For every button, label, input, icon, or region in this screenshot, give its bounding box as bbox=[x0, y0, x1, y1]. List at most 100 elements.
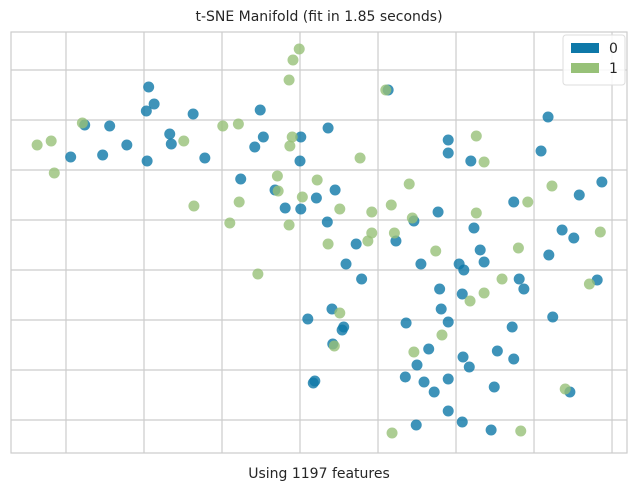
point bbox=[254, 104, 266, 116]
point bbox=[491, 345, 503, 357]
point bbox=[178, 135, 190, 147]
point bbox=[249, 141, 261, 153]
point bbox=[535, 145, 547, 157]
point bbox=[334, 203, 346, 215]
point bbox=[271, 170, 283, 182]
point bbox=[386, 427, 398, 439]
point bbox=[543, 249, 555, 261]
point bbox=[478, 156, 490, 168]
chart-title: t-SNE Manifold (fit in 1.85 seconds) bbox=[195, 9, 442, 25]
point bbox=[442, 134, 454, 146]
point bbox=[199, 152, 211, 164]
point bbox=[188, 200, 200, 212]
point bbox=[474, 244, 486, 256]
point bbox=[187, 108, 199, 120]
point bbox=[97, 149, 109, 161]
point bbox=[403, 178, 415, 190]
point bbox=[388, 227, 400, 239]
point bbox=[442, 316, 454, 328]
point bbox=[463, 361, 475, 373]
point bbox=[293, 43, 305, 55]
point bbox=[423, 343, 435, 355]
point bbox=[165, 138, 177, 150]
point bbox=[322, 238, 334, 250]
point bbox=[76, 117, 88, 129]
point bbox=[302, 313, 314, 325]
point bbox=[470, 130, 482, 142]
point bbox=[104, 120, 116, 132]
point bbox=[233, 196, 245, 208]
point bbox=[31, 139, 43, 151]
point bbox=[430, 245, 442, 257]
point bbox=[354, 152, 366, 164]
point bbox=[296, 191, 308, 203]
point bbox=[224, 217, 236, 229]
point bbox=[518, 283, 530, 295]
grid bbox=[11, 32, 627, 453]
point bbox=[287, 54, 299, 66]
point bbox=[279, 202, 291, 214]
point bbox=[457, 351, 469, 363]
point bbox=[559, 383, 571, 395]
point bbox=[283, 74, 295, 86]
point bbox=[294, 155, 306, 167]
point bbox=[556, 224, 568, 236]
point bbox=[232, 118, 244, 130]
point bbox=[380, 84, 392, 96]
legend-swatch bbox=[571, 63, 599, 73]
point bbox=[453, 258, 465, 270]
legend-label: 1 bbox=[609, 61, 618, 77]
point bbox=[547, 311, 559, 323]
point bbox=[252, 268, 264, 280]
point bbox=[522, 196, 534, 208]
point bbox=[217, 120, 229, 132]
point bbox=[508, 196, 520, 208]
points bbox=[31, 43, 608, 439]
point bbox=[399, 371, 411, 383]
point bbox=[143, 81, 155, 93]
point bbox=[295, 131, 307, 143]
point bbox=[496, 273, 508, 285]
point bbox=[513, 273, 525, 285]
point bbox=[322, 122, 334, 134]
point bbox=[334, 307, 346, 319]
point bbox=[573, 189, 585, 201]
point bbox=[418, 376, 430, 388]
point bbox=[442, 373, 454, 385]
point bbox=[512, 242, 524, 254]
point bbox=[295, 203, 307, 215]
point bbox=[356, 273, 368, 285]
point bbox=[506, 321, 518, 333]
point bbox=[400, 317, 412, 329]
legend-label: 0 bbox=[609, 41, 618, 57]
point bbox=[436, 329, 448, 341]
point bbox=[321, 216, 333, 228]
point bbox=[328, 340, 340, 352]
point bbox=[148, 98, 160, 110]
point bbox=[283, 219, 295, 231]
point bbox=[366, 206, 378, 218]
point bbox=[434, 283, 446, 295]
point bbox=[310, 192, 322, 204]
point bbox=[542, 111, 554, 123]
point bbox=[311, 174, 323, 186]
point bbox=[410, 419, 422, 431]
point bbox=[485, 424, 497, 436]
point bbox=[546, 180, 558, 192]
point bbox=[164, 128, 176, 140]
point bbox=[488, 381, 500, 393]
point bbox=[329, 184, 341, 196]
point bbox=[141, 155, 153, 167]
point bbox=[307, 377, 319, 389]
point bbox=[594, 226, 606, 238]
point bbox=[428, 386, 440, 398]
point bbox=[411, 359, 423, 371]
point bbox=[336, 324, 348, 336]
point bbox=[408, 346, 420, 358]
point bbox=[508, 353, 520, 365]
point bbox=[406, 212, 418, 224]
point bbox=[432, 206, 444, 218]
point bbox=[385, 199, 397, 211]
